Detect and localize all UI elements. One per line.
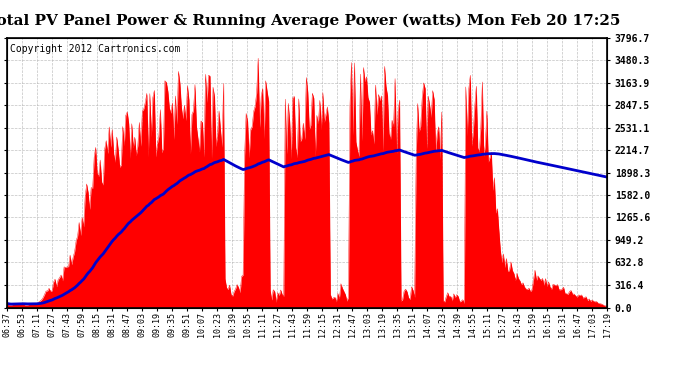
Text: Copyright 2012 Cartronics.com: Copyright 2012 Cartronics.com [10, 44, 180, 54]
Text: Total PV Panel Power & Running Average Power (watts) Mon Feb 20 17:25: Total PV Panel Power & Running Average P… [0, 13, 620, 27]
